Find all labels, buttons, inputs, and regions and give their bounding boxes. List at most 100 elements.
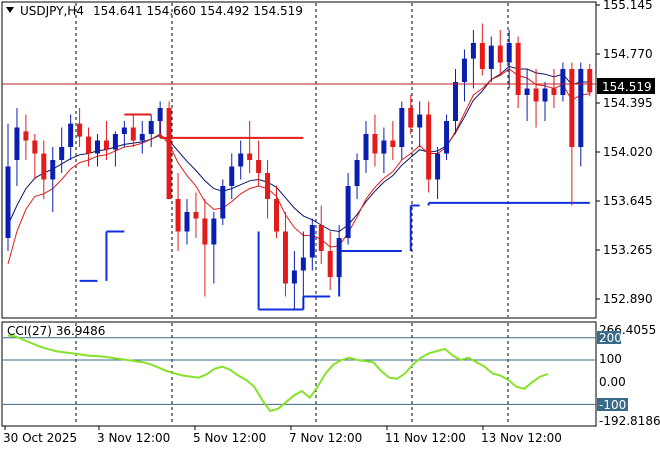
- candle-body: [345, 186, 351, 238]
- time-axis: 30 Oct 2025 3 Nov 12:00 5 Nov 12:00 7 No…: [3, 426, 562, 445]
- time-label: 13 Nov 12:00: [481, 431, 562, 445]
- cci-pane-frame: [1, 321, 597, 427]
- symbol-menu-icon[interactable]: [6, 7, 14, 13]
- cci-min-label: -192.8186: [599, 414, 660, 428]
- cci-line: [7, 334, 549, 413]
- price-label: 154.395: [603, 96, 653, 110]
- cci-level-tag-minus100: [597, 398, 628, 411]
- price-label: 155.145: [603, 0, 653, 12]
- cci-axis: 266.4055 200 100 0.00 -100 -192.8186: [597, 323, 660, 428]
- candle-body: [542, 88, 548, 102]
- price-label: 154.770: [603, 47, 653, 61]
- vertical-grid: [75, 3, 509, 425]
- candle-body: [166, 108, 172, 199]
- candle-body: [372, 134, 378, 154]
- candle-body: [408, 108, 414, 128]
- candle-body: [444, 121, 450, 154]
- cci-title: CCI(27) 36.9486: [7, 324, 105, 338]
- candle-body: [524, 88, 530, 95]
- price-pane-frame: [1, 1, 597, 319]
- candle-body: [68, 123, 74, 147]
- candle-body: [202, 218, 208, 245]
- candle-body: [238, 153, 244, 167]
- ma-fast-line: [7, 68, 590, 265]
- candle-body: [569, 69, 575, 147]
- ma-fast-path: [7, 68, 590, 265]
- candle-body: [435, 153, 441, 180]
- candle-body: [506, 43, 512, 63]
- candle-body: [461, 58, 467, 82]
- candle-body: [32, 140, 38, 154]
- time-label: 11 Nov 12:00: [385, 431, 466, 445]
- candle-body: [381, 140, 387, 154]
- price-label: 153.645: [603, 194, 653, 208]
- price-label: 154.020: [603, 145, 653, 159]
- candle-body: [184, 212, 190, 232]
- candle-body: [5, 166, 11, 238]
- candle-body: [256, 160, 262, 173]
- candle-body: [193, 212, 199, 219]
- candle-body: [336, 238, 342, 277]
- time-label: 30 Oct 2025: [3, 431, 77, 445]
- candle-body: [300, 257, 306, 271]
- cci-level-lines: [3, 337, 596, 405]
- time-label: 3 Nov 12:00: [97, 431, 170, 445]
- candle-body: [23, 131, 29, 141]
- candle-body: [551, 88, 557, 95]
- candle-body: [354, 160, 360, 186]
- candle-body: [157, 108, 163, 121]
- symbol-timeframe: USDJPY,H4: [20, 4, 84, 18]
- candle-body: [247, 153, 253, 160]
- candle-body: [426, 114, 432, 180]
- candle-body: [515, 43, 521, 95]
- candle-body: [130, 127, 136, 141]
- candle-body: [121, 127, 127, 134]
- candle-body: [497, 45, 503, 63]
- candle-body: [453, 82, 458, 121]
- candle-body: [112, 134, 118, 150]
- cci-level-label-200: 200: [599, 331, 622, 345]
- cci-path: [7, 334, 549, 413]
- candle-body: [578, 69, 584, 147]
- candle-body: [587, 69, 593, 93]
- current-price-tag: [597, 78, 655, 94]
- candle-body: [309, 225, 315, 258]
- candle-body: [560, 69, 566, 95]
- cci-level-label-100: 100: [599, 352, 622, 366]
- candle-body: [220, 186, 226, 219]
- candle-body: [41, 153, 47, 180]
- ohlc-readout: 154.641 154.660 154.492 154.519: [93, 4, 303, 18]
- cci-level-label-minus100: -100: [599, 398, 626, 412]
- price-axis: 155.145 154.770 154.395 154.020 153.645 …: [596, 0, 653, 306]
- candle-body: [282, 231, 288, 284]
- price-label: 152.890: [603, 292, 653, 306]
- candle-body: [59, 147, 65, 160]
- candle-body: [318, 225, 324, 251]
- candle-body: [14, 127, 20, 160]
- candle-body: [274, 199, 279, 232]
- candle-body: [533, 88, 539, 102]
- candle-body: [103, 140, 109, 150]
- candle-body: [417, 114, 423, 128]
- time-label: 7 Nov 12:00: [289, 431, 362, 445]
- candle-body: [327, 251, 333, 277]
- candle-body: [488, 45, 494, 69]
- candle-body: [50, 160, 56, 180]
- candle-body: [363, 134, 369, 160]
- price-label: 153.265: [603, 243, 653, 257]
- candle-body: [211, 218, 217, 245]
- cci-level-tag-200: [597, 331, 621, 344]
- cci-level-label-0: 0.00: [599, 375, 626, 389]
- candle-body: [399, 108, 405, 147]
- candle-body: [265, 173, 271, 199]
- candle-body: [148, 121, 154, 134]
- current-price-label: 154.519: [602, 80, 652, 94]
- candle-body: [291, 270, 297, 284]
- candle-body: [139, 134, 145, 141]
- candle-body: [229, 166, 235, 186]
- candle-body: [95, 140, 100, 154]
- candle-body: [470, 43, 476, 59]
- time-label: 5 Nov 12:00: [193, 431, 266, 445]
- candle-body: [479, 43, 485, 69]
